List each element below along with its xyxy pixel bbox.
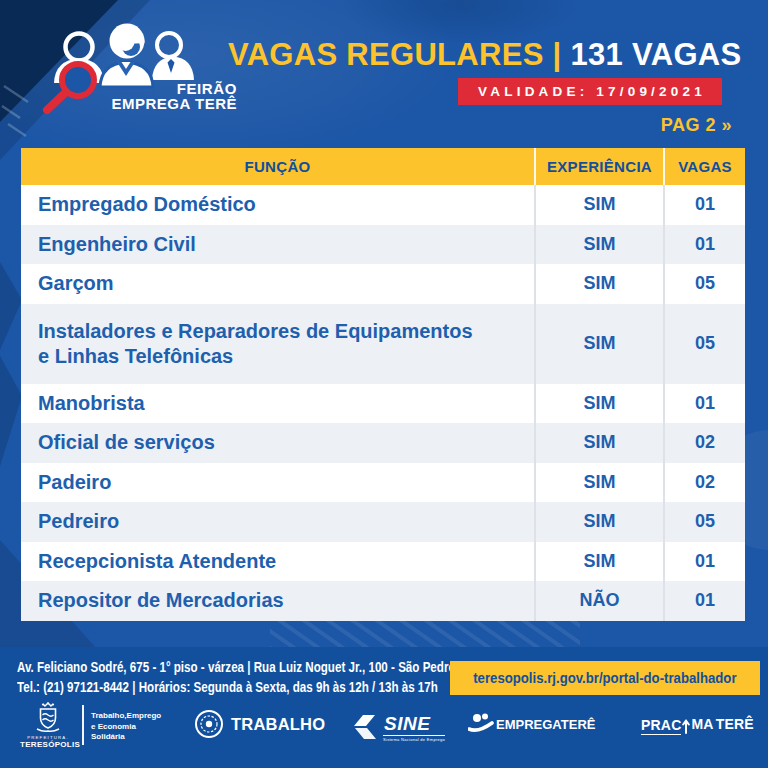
sine-logo: SINE Sistema Nacional de Emprego xyxy=(351,713,430,741)
empregatere-label: EMPREGATERÊ xyxy=(496,717,595,732)
cell-vagas: 01 xyxy=(663,384,745,424)
jobs-table: FUNÇÃO EXPERIÊNCIA VAGAS Empregado Domés… xyxy=(21,148,745,621)
table-row: GarçomSIM05 xyxy=(21,264,745,304)
cell-funcao: Oficial de serviços xyxy=(21,423,534,463)
table-body: Empregado DomésticoSIM01Engenheiro Civil… xyxy=(21,185,745,621)
table-row: Repositor de MercadoriasNÃO01 xyxy=(21,581,745,621)
cell-experiencia: SIM xyxy=(534,185,663,225)
cell-vagas: 01 xyxy=(663,581,745,621)
footer: Av. Feliciano Sodré, 675 - 1° piso - vár… xyxy=(0,647,768,768)
up-arrow-icon xyxy=(682,719,690,734)
pracimatere-mid: MA xyxy=(691,716,713,735)
column-header-experiencia: EXPERIÊNCIA xyxy=(534,148,663,185)
table-row: Oficial de serviçosSIM02 xyxy=(21,423,745,463)
table-row: Empregado DomésticoSIM01 xyxy=(21,185,745,225)
empregatere-logo: EMPREGATERÊ xyxy=(468,713,595,735)
table-row: Engenheiro CivilSIM01 xyxy=(21,225,745,265)
cell-experiencia: SIM xyxy=(534,502,663,542)
title-separator: | xyxy=(544,37,571,72)
column-header-vagas: VAGAS xyxy=(663,148,745,185)
cell-vagas: 05 xyxy=(663,264,745,304)
cell-funcao: Manobrista xyxy=(21,384,534,424)
page-indicator[interactable]: PAG 2 » xyxy=(661,115,732,136)
cell-funcao: Pedreiro xyxy=(21,502,534,542)
table-row: Instaladores e Reparadores de Equipament… xyxy=(21,304,745,384)
cell-experiencia: SIM xyxy=(534,423,663,463)
cell-experiencia: SIM xyxy=(534,463,663,503)
empregatere-icon xyxy=(468,713,494,735)
partner-logos: PREFEITURA. TERESÓPOLIS Trabalho,Emprego… xyxy=(0,647,768,768)
cell-vagas: 02 xyxy=(663,463,745,503)
table-row: ManobristaSIM01 xyxy=(21,384,745,424)
cell-funcao: Repositor de Mercadorias xyxy=(21,581,534,621)
cell-vagas: 05 xyxy=(663,502,745,542)
trabalho-logo: TRABALHO xyxy=(194,709,325,739)
poster: FEIRÃO EMPREGA TERÊ VAGAS REGULARES | 13… xyxy=(0,0,768,768)
brand-line2: EMPREGA TERÊ xyxy=(60,97,237,111)
pracimatere-post: TERÊ xyxy=(716,716,754,735)
title-right: 131 VAGAS xyxy=(571,37,742,72)
table-header: FUNÇÃO EXPERIÊNCIA VAGAS xyxy=(21,148,745,185)
cell-experiencia: SIM xyxy=(534,264,663,304)
secretaria-label: Trabalho,Emprego e Economia Solidária xyxy=(91,711,161,743)
sine-icon xyxy=(351,713,379,741)
table-row: PadeiroSIM02 xyxy=(21,463,745,503)
cell-vagas: 05 xyxy=(663,304,745,384)
cell-vagas: 01 xyxy=(663,225,745,265)
cell-funcao: Engenheiro Civil xyxy=(21,225,534,265)
prefeitura-label-big: TERESÓPOLIS xyxy=(20,740,76,749)
cell-funcao: Recepcionista Atendente xyxy=(21,542,534,582)
validity-badge: VALIDADE: 17/09/2021 xyxy=(458,78,722,105)
trabalho-label: TRABALHO xyxy=(231,715,325,734)
trabalho-emblem-icon xyxy=(194,709,224,739)
cell-funcao: Empregado Doméstico xyxy=(21,185,534,225)
cell-experiencia: SIM xyxy=(534,542,663,582)
prefeitura-logo: PREFEITURA. TERESÓPOLIS xyxy=(20,702,76,749)
table-row: PedreiroSIM05 xyxy=(21,502,745,542)
cell-experiencia: SIM xyxy=(534,304,663,384)
prefeitura-crest-icon xyxy=(35,702,61,734)
table-row: Recepcionista AtendenteSIM01 xyxy=(21,542,745,582)
cell-funcao: Garçom xyxy=(21,264,534,304)
logo-divider xyxy=(82,705,84,745)
pracimatere-logo: PRAC MATERÊ xyxy=(641,716,754,735)
pracimatere-pre: PRAC xyxy=(641,717,681,735)
column-header-funcao: FUNÇÃO xyxy=(21,148,534,185)
cell-funcao: Padeiro xyxy=(21,463,534,503)
cell-experiencia: SIM xyxy=(534,384,663,424)
sine-subtitle: Sistema Nacional de Emprego xyxy=(383,735,445,742)
title-left: VAGAS REGULARES xyxy=(228,37,544,72)
brand-line1: FEIRÃO xyxy=(60,82,237,96)
cell-vagas: 01 xyxy=(663,542,745,582)
page-title: VAGAS REGULARES | 131 VAGAS xyxy=(228,37,741,73)
brand-text: FEIRÃO EMPREGA TERÊ xyxy=(60,82,237,111)
cell-vagas: 01 xyxy=(663,185,745,225)
cell-vagas: 02 xyxy=(663,423,745,463)
cell-experiencia: NÃO xyxy=(534,581,663,621)
cell-funcao: Instaladores e Reparadores de Equipament… xyxy=(21,304,534,384)
cell-experiencia: SIM xyxy=(534,225,663,265)
